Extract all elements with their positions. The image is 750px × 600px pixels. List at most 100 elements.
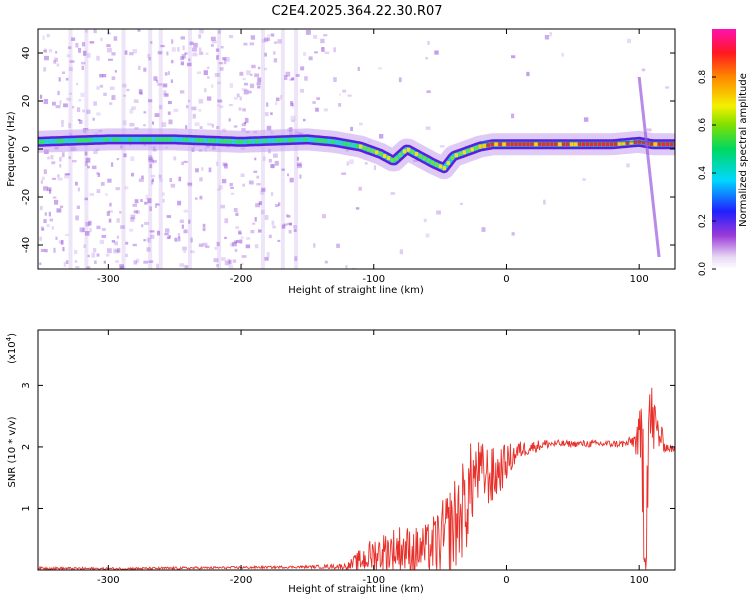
- spectrogram-noise-cell: [97, 173, 101, 177]
- spectrogram-noise-cell: [125, 241, 129, 245]
- spectrogram-noise-cell: [167, 71, 170, 75]
- spectrogram-core-cell: [426, 158, 431, 163]
- spectrogram-noise-cell: [300, 66, 305, 71]
- spectrogram-core-cell: [92, 137, 96, 142]
- spectrogram-noise-cell: [290, 101, 293, 104]
- spectrogram-noise-cell: [293, 225, 297, 229]
- spectrogram-noise-cell: [85, 231, 90, 236]
- spectrogram-noise-cell: [268, 158, 272, 163]
- spectrogram-noise-cell: [217, 188, 221, 191]
- spectrogram-noise-cell: [138, 89, 143, 95]
- spectrogram-noise-cell: [289, 177, 294, 183]
- spectrogram-noise-cell: [198, 47, 202, 52]
- spectrogram-noise-cell: [114, 241, 119, 246]
- spectrogram-noise-cell: [129, 109, 134, 114]
- spectrogram-noise-cell: [55, 51, 58, 54]
- spectrogram-noise-cell: [211, 40, 217, 44]
- spectrogram-noise-cell: [111, 240, 115, 243]
- spectrogram-noise-cell: [148, 260, 154, 263]
- spectrogram-noise-cell: [189, 41, 194, 46]
- spectrogram-noise-cell: [241, 255, 247, 258]
- spectrogram-noise-cell: [129, 122, 135, 127]
- spectrogram-core-cell: [167, 137, 172, 142]
- spectrogram-noise-cell: [117, 247, 121, 253]
- spectrogram-noise-cell: [252, 222, 256, 225]
- spectrogram-core-cell: [275, 138, 279, 143]
- spectrogram-noise-cell: [68, 123, 72, 128]
- spectrogram-core-cell: [362, 146, 367, 151]
- spectrogram-core-cell: [203, 138, 208, 143]
- spectrogram-noise-cell: [258, 201, 262, 206]
- spectrogram-core-cell: [215, 138, 220, 143]
- spectrogram-noise-cell: [235, 239, 240, 243]
- spectrogram-noise-cell: [133, 210, 138, 214]
- spectrogram-noise-cell: [141, 175, 144, 179]
- spectrogram-noise-cell: [56, 208, 62, 213]
- spectrogram-noise-cell: [133, 99, 139, 103]
- snr-frame: [37, 329, 676, 571]
- spectrogram-core-cell: [494, 142, 498, 147]
- spectrogram-noise-cell: [236, 93, 240, 98]
- spectrogram-noise-cell: [134, 199, 139, 204]
- spectrogram-noise-cell: [214, 246, 217, 250]
- spectrogram-noise-cell: [71, 160, 77, 163]
- spectrogram-noise-cell: [198, 34, 202, 39]
- spectrogram-noise-cell: [181, 53, 186, 59]
- spectrogram-core-cell: [239, 139, 244, 144]
- spectrogram-noise-cell: [116, 235, 120, 239]
- spectrogram-core-cell: [506, 142, 510, 147]
- spectrogram-noise-cell: [96, 86, 100, 90]
- spectrogram-noise-cell: [177, 233, 181, 238]
- spectrogram-core-cell: [227, 139, 232, 144]
- spectrogram-noise-cell: [177, 200, 182, 206]
- spectrogram-core-cell: [299, 137, 303, 142]
- spectrogram-noise-cell: [255, 203, 261, 208]
- spectrogram-noise-cell: [274, 160, 279, 166]
- spectrogram-core-cell: [518, 142, 522, 147]
- spectrogram-noise-cell: [364, 162, 368, 165]
- spectrogram-noise-cell: [259, 190, 265, 195]
- spectrogram-core-cell: [104, 137, 108, 142]
- spectrogram-noise-cell: [481, 227, 486, 232]
- snr-x-tick-label: -100: [362, 575, 385, 586]
- spectrogram-noise-cell: [149, 159, 155, 164]
- spectrogram-noise-cell: [145, 194, 149, 200]
- spectrogram-noise-cell: [347, 94, 352, 97]
- spectrogram-noise-cell: [186, 105, 189, 109]
- spectrogram-core-cell: [661, 142, 666, 147]
- spectrogram-noise-cell: [305, 29, 311, 35]
- spectrogram-core-cell: [406, 147, 411, 152]
- spectrogram-noise-cell: [355, 207, 360, 210]
- spectrogram-core-cell: [657, 142, 662, 147]
- spectrogram-core-cell: [147, 137, 152, 142]
- spectrogram-core-cell: [478, 144, 482, 149]
- spectrogram-noise-cell: [147, 198, 152, 204]
- snr-x-tick-label: -300: [97, 575, 120, 586]
- spectrogram-noise-cell: [154, 203, 158, 208]
- spectrogram-noise-cell: [425, 233, 430, 238]
- spectrogram-noise-cell: [281, 168, 285, 171]
- spectrogram-noise-cell: [165, 228, 170, 233]
- spectrogram-noise-cell: [122, 120, 127, 126]
- spectrogram-noise-cell: [233, 97, 238, 100]
- spectrogram-noise-cell: [136, 258, 140, 264]
- spectrogram-noise-cell: [79, 227, 85, 233]
- spectrogram-noise-cell: [254, 244, 259, 249]
- spectrogram-core-cell: [231, 139, 236, 144]
- spectrogram-x-tick-label: 0: [503, 274, 509, 285]
- spectrogram-noise-cell: [358, 186, 362, 191]
- spectrogram-core-cell: [187, 137, 192, 142]
- spectrogram-noise-cell: [321, 47, 324, 52]
- spectrogram-noise-cell: [207, 66, 210, 69]
- spectrogram-noise-cell: [83, 244, 87, 248]
- spectrogram-core-cell: [430, 160, 435, 165]
- spectrogram-noise-cell: [187, 182, 193, 186]
- spectrogram-core-cell: [434, 162, 439, 167]
- spectrogram-noise-cell: [260, 209, 265, 215]
- spectrogram-noise-cell: [250, 73, 253, 77]
- spectrogram-noise-cell: [320, 38, 325, 44]
- spectrogram-noise-cell: [178, 236, 181, 242]
- spectrogram-noise-cell: [266, 252, 270, 258]
- spectrogram-noise-cell: [242, 108, 246, 112]
- spectrogram-noise-cell: [218, 62, 224, 65]
